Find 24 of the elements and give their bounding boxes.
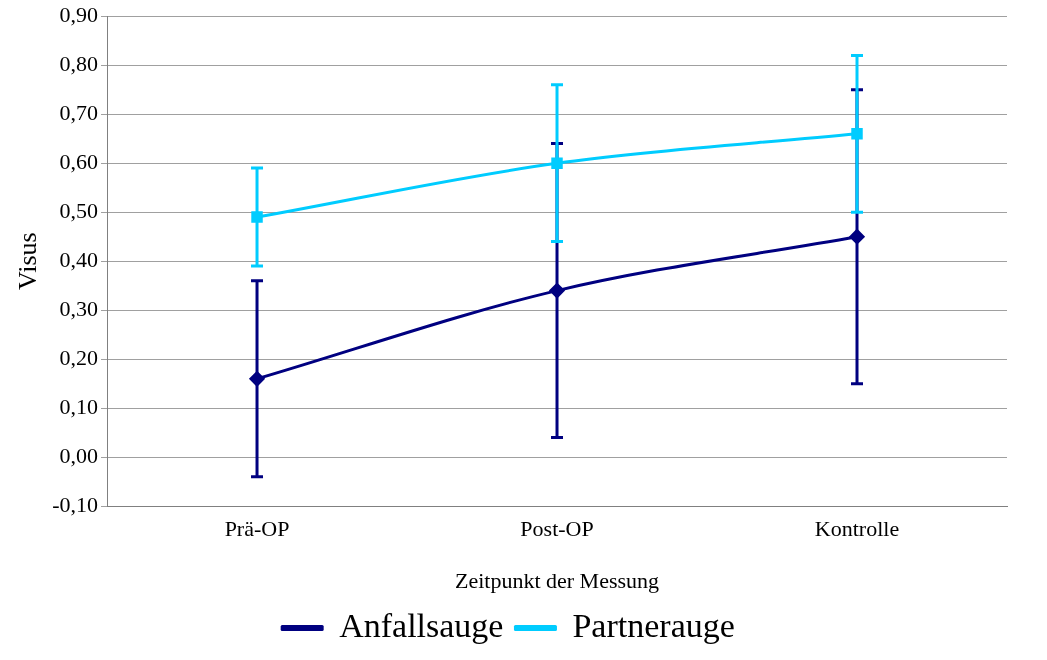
y-tick-label: 0,60 (59, 148, 99, 174)
y-tick-label: 0,10 (59, 393, 99, 419)
y-tick-label: 0,00 (59, 442, 99, 468)
y-tick-label: 0,50 (59, 197, 99, 223)
y-tick-label: 0,70 (59, 99, 99, 125)
x-tick-label: Prä-OP (224, 516, 290, 542)
point (851, 128, 863, 140)
point (549, 283, 565, 299)
y-axis-title: Visus (13, 232, 43, 291)
point (251, 211, 263, 223)
point (849, 229, 865, 245)
x-tick-label: Kontrolle (814, 516, 900, 542)
x-tick-label: Post-OP (520, 516, 594, 542)
point (551, 157, 563, 169)
y-tick-label: -0,10 (52, 491, 99, 517)
y-tick-label: 0,90 (59, 1, 99, 27)
point (249, 371, 265, 387)
y-tick-label: 0,40 (59, 246, 99, 272)
y-tick-label: 0,30 (59, 295, 99, 321)
legend-label: Partnerauge (572, 606, 735, 644)
x-axis-title: Zeitpunkt der Messung (454, 567, 660, 593)
legend-label: Anfallsauge (339, 606, 504, 644)
y-tick-label: 0,80 (59, 50, 99, 76)
y-tick-label: 0,20 (59, 344, 99, 370)
